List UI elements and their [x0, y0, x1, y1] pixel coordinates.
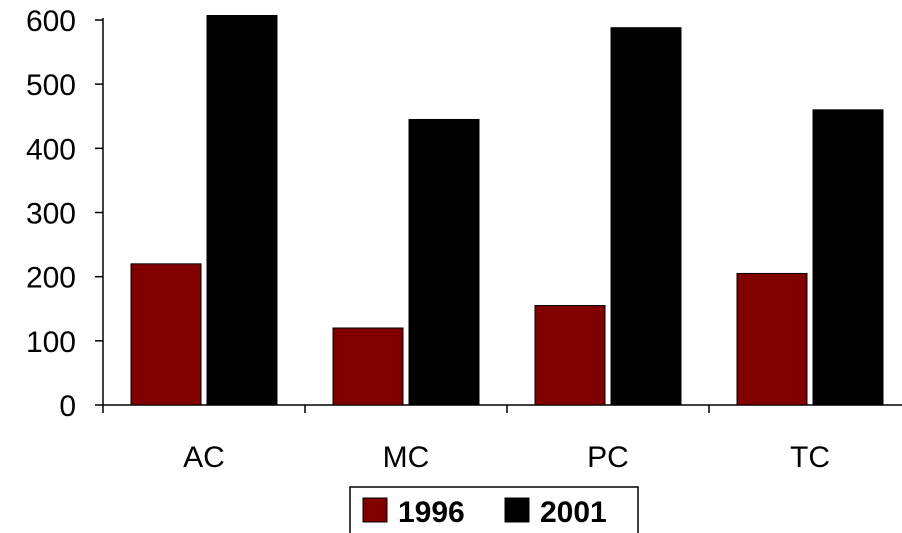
- bar-1996-AC: [130, 263, 202, 406]
- x-tick-label: MC: [383, 441, 430, 474]
- bars: [130, 15, 884, 406]
- legend-box: [349, 486, 639, 533]
- y-tick-label: 400: [26, 133, 76, 166]
- bar-2001-TC: [812, 109, 884, 406]
- legend-swatch-2001: [504, 497, 530, 523]
- x-tick-label: TC: [790, 441, 830, 474]
- bar-1996-MC: [332, 327, 404, 406]
- bar-2001-PC: [610, 27, 682, 406]
- x-tick-label: AC: [183, 441, 225, 474]
- legend-label-2001: 2001: [540, 496, 607, 529]
- bar-1996-TC: [736, 272, 808, 406]
- y-axis: 0 100 200 300 400 500 600: [26, 5, 104, 423]
- legend-swatch-1996: [362, 497, 388, 523]
- y-tick-label: 0: [59, 390, 76, 423]
- y-tick-label: 500: [26, 69, 76, 102]
- x-axis: AC MC PC TC: [102, 404, 902, 474]
- y-tick-label: 200: [26, 262, 76, 295]
- bar-2001-MC: [408, 118, 480, 406]
- legend-label-1996: 1996: [398, 496, 465, 529]
- y-tick-label: 300: [26, 198, 76, 231]
- legend: 1996 2001: [349, 486, 639, 533]
- bar-1996-PC: [534, 305, 606, 406]
- y-tick-label: 600: [26, 5, 76, 38]
- y-tick-label: 100: [26, 326, 76, 359]
- x-tick-label: PC: [587, 441, 629, 474]
- bar-2001-AC: [206, 15, 278, 406]
